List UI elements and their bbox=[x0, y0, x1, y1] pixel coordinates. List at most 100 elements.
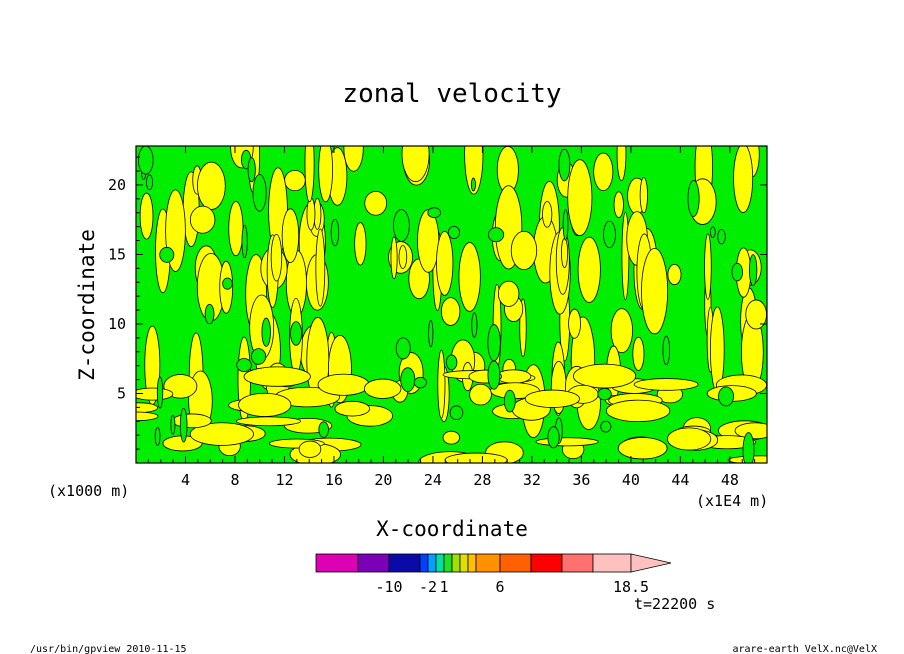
contour-blob bbox=[270, 233, 283, 282]
x-tick-label: 24 bbox=[424, 471, 442, 489]
contour-island bbox=[603, 220, 616, 249]
contour-island bbox=[427, 207, 441, 219]
colorbar-box bbox=[530, 553, 563, 573]
contour-fill bbox=[136, 146, 767, 463]
colorbar-label: -10 bbox=[375, 578, 402, 596]
contour-island bbox=[204, 303, 215, 325]
contour-island bbox=[503, 389, 516, 413]
colorbar-box bbox=[467, 553, 477, 573]
contour-island bbox=[558, 148, 571, 182]
colorbar: -10 -2 1 6 18.5 bbox=[315, 553, 672, 596]
contour-blob-lower bbox=[238, 392, 292, 417]
contour-island bbox=[487, 324, 501, 362]
contour-island bbox=[717, 228, 726, 245]
contour-blob bbox=[464, 146, 484, 195]
contour-blob bbox=[228, 201, 244, 257]
plot-frame bbox=[135, 145, 768, 464]
colorbar-arrow bbox=[630, 553, 672, 573]
contour-blob bbox=[745, 299, 767, 330]
x-tick-label: 12 bbox=[275, 471, 293, 489]
contour-blob bbox=[364, 190, 388, 216]
contour-island bbox=[562, 209, 569, 241]
contour-island bbox=[400, 367, 416, 393]
contour-island bbox=[413, 376, 427, 389]
contour-blob bbox=[577, 236, 601, 303]
contour-island bbox=[600, 420, 612, 433]
contour-blob-lower bbox=[236, 416, 301, 427]
contour-blob bbox=[613, 191, 624, 218]
y-tick-label: 10 bbox=[108, 315, 126, 333]
contour-island bbox=[742, 432, 755, 463]
contour-island bbox=[261, 317, 271, 347]
colorbar-box bbox=[388, 553, 421, 573]
contour-island bbox=[393, 209, 410, 242]
contour-blob bbox=[610, 308, 633, 354]
x-tick-label: 28 bbox=[473, 471, 491, 489]
x-unit-left: (x1000 m) bbox=[48, 482, 129, 500]
x-tick-label: 8 bbox=[230, 471, 239, 489]
contour-island bbox=[731, 262, 743, 282]
contour-blob-lower bbox=[469, 383, 492, 406]
contour-blob bbox=[139, 192, 154, 240]
contour-island bbox=[179, 407, 188, 443]
contour-blob-lower bbox=[363, 378, 402, 399]
contour-blob-lower bbox=[666, 427, 712, 451]
colorbar-box bbox=[315, 553, 359, 573]
contour-blob-lower bbox=[535, 437, 599, 447]
contour-island bbox=[330, 218, 340, 247]
contour-blob bbox=[437, 349, 446, 419]
colorbar-box bbox=[419, 553, 429, 573]
contour-blob bbox=[632, 336, 645, 371]
contour-island bbox=[748, 254, 758, 286]
contour-island bbox=[251, 348, 267, 365]
contour-island bbox=[709, 226, 716, 238]
contour-blob bbox=[440, 297, 461, 326]
contour-blob bbox=[189, 205, 216, 234]
contour-blob-lower bbox=[524, 389, 580, 408]
contour-blob bbox=[641, 247, 669, 335]
contour-blob bbox=[667, 264, 682, 286]
contour-blob bbox=[704, 233, 712, 300]
contour-island bbox=[222, 277, 233, 290]
contour-island bbox=[170, 414, 176, 435]
contour-island bbox=[241, 224, 248, 259]
contour-island bbox=[159, 246, 175, 263]
contour-blob-lower bbox=[573, 363, 637, 389]
contour-blob bbox=[458, 242, 481, 312]
contour-blob-lower bbox=[444, 452, 508, 463]
time-annotation: t=22200 s bbox=[634, 595, 715, 613]
contour-group bbox=[136, 146, 767, 463]
contour-island bbox=[290, 321, 303, 346]
contour-island bbox=[470, 177, 476, 192]
contour-blob bbox=[567, 159, 593, 237]
contour-island bbox=[154, 427, 161, 446]
contour-blob bbox=[510, 230, 538, 271]
contour-blob-lower bbox=[172, 413, 212, 429]
contour-island bbox=[447, 225, 461, 239]
contour-blob-lower bbox=[617, 437, 668, 460]
contour-island bbox=[428, 319, 434, 348]
contour-blob-lower bbox=[442, 430, 460, 445]
x-tick-label: 4 bbox=[181, 471, 190, 489]
contour-island bbox=[146, 174, 153, 191]
contour-island bbox=[138, 146, 154, 175]
contour-blob bbox=[497, 280, 520, 307]
contour-blob-lower bbox=[633, 378, 699, 391]
contour-island bbox=[718, 386, 734, 407]
contour-blob bbox=[616, 146, 627, 182]
contour-blob-lower bbox=[136, 411, 159, 422]
contour-blob bbox=[197, 161, 226, 210]
colorbar-label: 6 bbox=[495, 578, 504, 596]
x-tick-label: 44 bbox=[671, 471, 689, 489]
contour-blob bbox=[436, 230, 454, 296]
colorbar-box bbox=[427, 553, 437, 573]
colorbar-box bbox=[499, 553, 532, 573]
contour-island bbox=[318, 421, 329, 438]
x-ticks: 4 8 12 16 20 24 28 32 36 40 44 48 bbox=[147, 146, 756, 489]
colorbar-box bbox=[592, 553, 632, 573]
colorbar-box bbox=[435, 553, 445, 573]
contour-blob bbox=[284, 169, 306, 192]
colorbar-box bbox=[357, 553, 390, 573]
contour-blob bbox=[542, 201, 553, 228]
contour-blob bbox=[593, 152, 614, 192]
